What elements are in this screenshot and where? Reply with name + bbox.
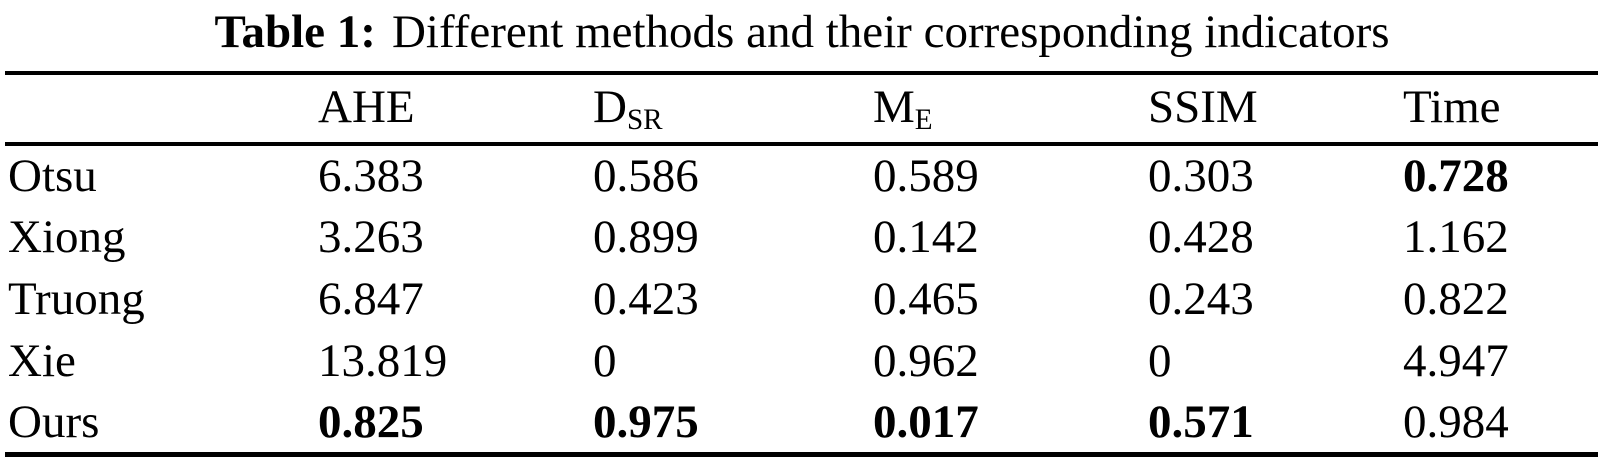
cell-dsr: 0.899 <box>593 211 699 263</box>
table-row-truong: Truong 6.847 0.423 0.465 0.243 0.822 <box>5 268 1598 330</box>
cell-me: 0.589 <box>873 150 979 202</box>
table-caption-label: Table 1: <box>214 6 376 58</box>
dsr-subscript: SR <box>626 103 663 136</box>
header-empty <box>5 73 318 144</box>
table-row-xie: Xie 13.819 0 0.962 0 4.947 <box>5 330 1598 392</box>
table-row-xiong: Xiong 3.263 0.899 0.142 0.428 1.162 <box>5 206 1598 268</box>
cell-time: 1.162 <box>1403 211 1509 263</box>
method-name: Xiong <box>8 211 126 263</box>
table-header: AHE DSR ME SSIM Time <box>5 73 1598 144</box>
indicators-table: AHE DSR ME SSIM Time Otsu 6.383 0.586 0.… <box>5 71 1598 457</box>
method-name: Xie <box>8 335 76 387</box>
cell-me: 0.465 <box>873 273 979 325</box>
method-name: Truong <box>8 273 145 325</box>
table-caption-text: Different methods and their correspondin… <box>391 6 1390 58</box>
me-subscript: E <box>914 103 933 136</box>
header-ssim: SSIM <box>1148 81 1258 133</box>
cell-ssim: 0.303 <box>1148 150 1254 202</box>
cell-dsr-best: 0.975 <box>593 395 699 448</box>
cell-ahe: 6.383 <box>318 150 424 202</box>
cell-ssim-best: 0.571 <box>1148 395 1254 448</box>
cell-ahe: 13.819 <box>318 335 448 387</box>
header-row: AHE DSR ME SSIM Time <box>5 73 1598 144</box>
header-me: ME <box>873 81 933 136</box>
method-name: Ours <box>8 395 100 448</box>
method-name: Otsu <box>8 150 97 202</box>
table-body: Otsu 6.383 0.586 0.589 0.303 0.728 Xiong… <box>5 144 1598 454</box>
cell-ahe-best: 0.825 <box>318 395 424 448</box>
cell-time: 0.822 <box>1403 273 1509 325</box>
table-caption: Table 1: Different methods and their corr… <box>0 2 1604 62</box>
header-dsr: DSR <box>593 81 663 136</box>
cell-dsr: 0.423 <box>593 273 699 325</box>
cell-ssim: 0 <box>1148 335 1172 387</box>
cell-ahe: 6.847 <box>318 273 424 325</box>
cell-dsr: 0.586 <box>593 150 699 202</box>
header-ahe: AHE <box>318 81 415 133</box>
table-row-ours: Ours 0.825 0.975 0.017 0.571 0.984 <box>5 392 1598 454</box>
cell-ssim: 0.243 <box>1148 273 1254 325</box>
table-row-otsu: Otsu 6.383 0.586 0.589 0.303 0.728 <box>5 144 1598 206</box>
cell-me: 0.962 <box>873 335 979 387</box>
cell-time: 4.947 <box>1403 335 1509 387</box>
cell-ahe: 3.263 <box>318 211 424 263</box>
cell-dsr: 0 <box>593 335 617 387</box>
cell-ssim: 0.428 <box>1148 211 1254 263</box>
cell-time: 0.984 <box>1403 395 1509 448</box>
cell-time-best: 0.728 <box>1403 150 1509 202</box>
header-time: Time <box>1403 81 1501 133</box>
cell-me-best: 0.017 <box>873 395 979 448</box>
cell-me: 0.142 <box>873 211 979 263</box>
